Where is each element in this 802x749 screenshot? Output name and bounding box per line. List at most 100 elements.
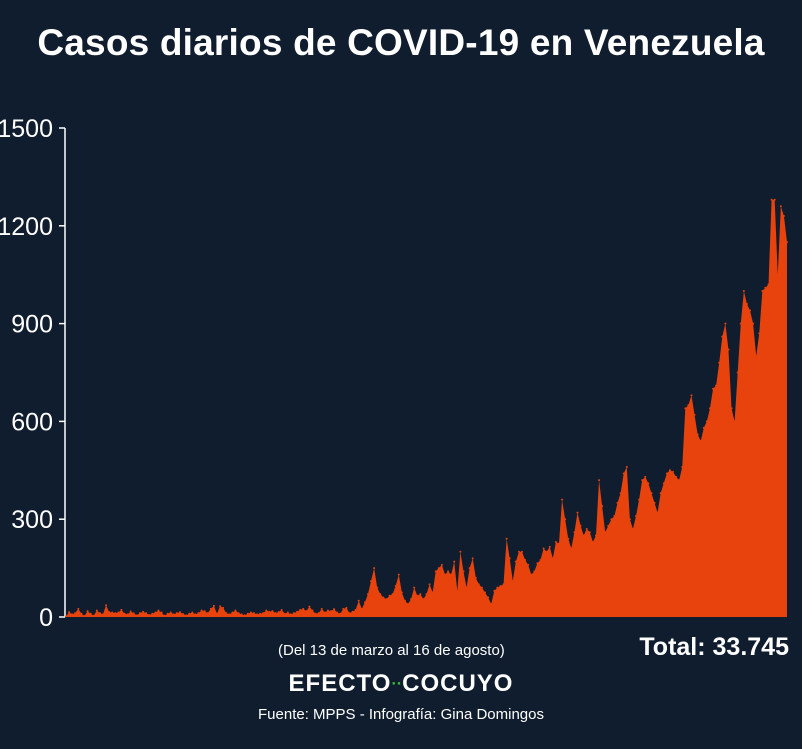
data-point [644,475,647,478]
data-point [484,591,487,594]
data-point [234,609,237,612]
data-point [659,492,662,495]
data-point [299,608,302,611]
data-point [108,611,111,614]
y-axis-ticks: 0 300 600 900 1200 1500 [0,115,65,632]
data-point [477,583,480,586]
data-point [527,563,530,566]
data-point [699,439,702,442]
data-point [579,524,582,527]
data-point [98,612,101,615]
data-point [160,611,163,614]
data-point [607,524,610,527]
data-point [231,611,234,614]
data-point [163,614,166,617]
data-point [363,601,366,604]
brand-name-right: COCUYO [402,670,514,697]
data-point [333,608,336,611]
data-point [326,609,329,612]
data-point [601,505,604,508]
data-point [182,613,185,616]
data-point [191,611,194,614]
data-point [434,570,437,573]
data-point [557,542,560,545]
data-point [308,605,311,608]
data-point [431,591,434,594]
y-tick-label: 1500 [0,115,53,143]
data-points [65,198,788,618]
data-point [437,567,440,570]
data-point [668,469,671,472]
data-point [394,585,397,588]
data-point [585,527,588,530]
data-point [681,466,684,469]
data-point [499,585,502,588]
data-point [360,607,363,610]
data-point [539,558,542,561]
data-point [105,604,108,607]
data-point [197,612,200,615]
data-point [465,586,468,589]
data-point [459,550,462,553]
data-point [154,611,157,614]
data-point [561,498,564,501]
data-point [323,611,326,614]
data-point [317,612,320,615]
data-point [684,407,687,410]
data-point [496,586,499,589]
data-point [271,610,274,613]
data-point [166,612,169,615]
data-point [397,573,400,576]
data-point [622,472,625,475]
data-point [625,466,628,469]
data-point [715,384,718,387]
y-tick-label: 0 [39,604,53,632]
data-point [594,534,597,537]
data-point [293,612,296,615]
data-point [514,560,517,563]
data-point [776,273,779,276]
data-point [391,593,394,596]
data-point [348,612,351,615]
data-point [286,611,289,614]
data-point [471,557,474,560]
data-point [354,608,357,611]
data-point [428,583,431,586]
data-point [672,470,674,473]
data-point [616,501,619,504]
data-point [764,286,767,289]
data-point [782,215,785,218]
data-point [314,612,317,615]
source-credit: Fuente: MPPS - Infografía: Gina Domingos [258,706,544,723]
data-point [203,610,206,613]
data-point [770,198,773,201]
data-point [696,433,699,436]
data-point [302,607,305,610]
data-point [742,290,745,292]
data-point [690,394,693,397]
data-point [650,492,653,495]
data-point [536,562,539,565]
data-point [370,580,373,583]
data-point [610,518,613,521]
data-point [542,547,545,550]
brand-logo: EFECTO··COCUYO [0,670,802,698]
data-point [613,514,616,517]
data-point [619,492,622,495]
data-point [86,610,89,613]
y-tick-label: 600 [11,408,53,436]
data-point [517,550,520,553]
data-point [422,598,425,601]
data-point [206,612,209,615]
data-point [480,586,483,589]
data-point [739,322,742,325]
data-point [357,599,360,602]
data-point [283,612,286,615]
data-point [215,612,218,615]
data-point [329,610,332,613]
data-point [240,613,243,616]
data-point [545,550,548,553]
data-point [591,541,594,544]
data-point [641,479,644,482]
